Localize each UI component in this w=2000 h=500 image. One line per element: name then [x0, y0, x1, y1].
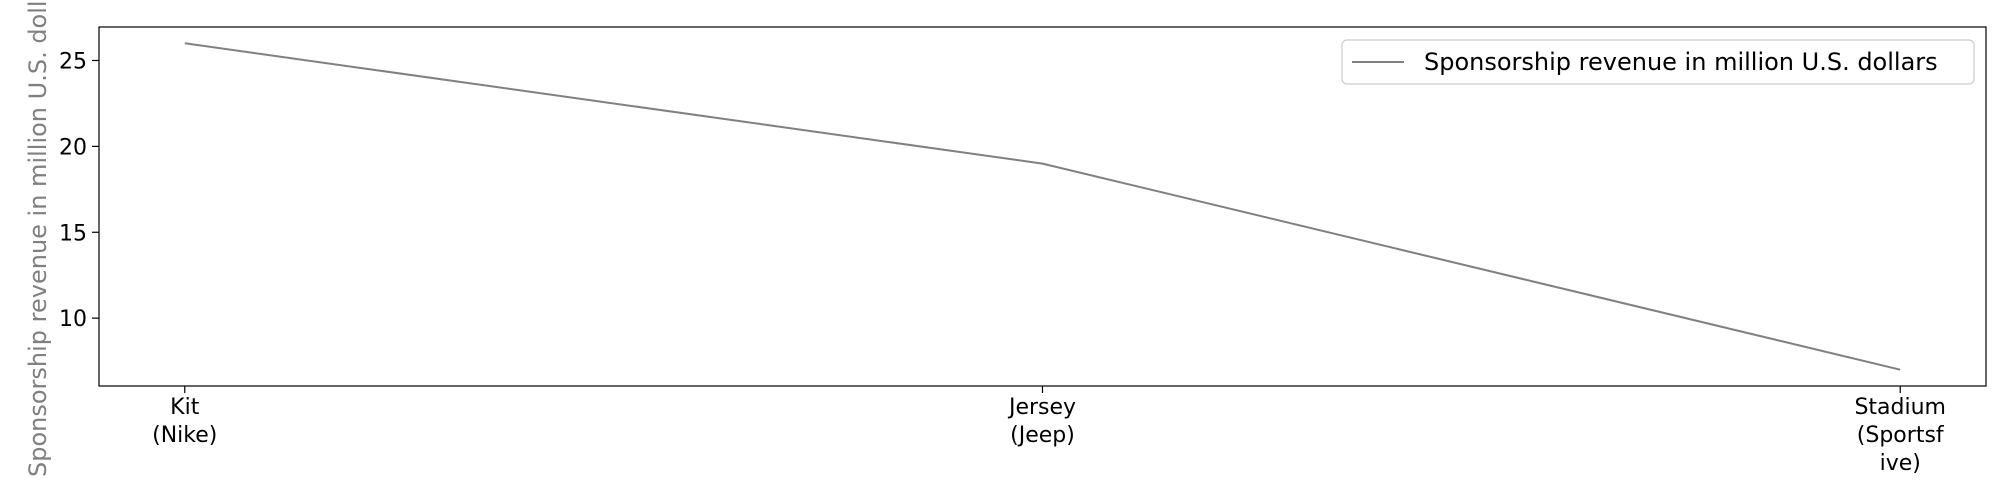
- y-tick-label: 20: [59, 135, 87, 160]
- legend-frame: [1341, 39, 1975, 85]
- y-axis-title: Sponsorship revenue in million U.S. doll…: [24, 0, 52, 477]
- legend-label: Sponsorship revenue in million U.S. doll…: [1424, 48, 1938, 76]
- y-tick-label: 25: [59, 49, 87, 74]
- y-tick-label: 10: [59, 307, 87, 332]
- plot-area: 10 15 20 25 Kit (Nike) Jersey (Jeep) Stadium (Spo…: [59, 26, 1987, 476]
- x-tick-label: Kit (Nike): [152, 395, 217, 448]
- series-line: [184, 42, 1901, 371]
- legend: Sponsorship revenue in million U.S. doll…: [1341, 39, 1975, 85]
- x-tick-label: Jersey (Jeep): [1007, 395, 1076, 448]
- y-tick-label: 15: [59, 221, 87, 246]
- x-tick-label: Stadium (Sportsf ive): [1854, 395, 1946, 476]
